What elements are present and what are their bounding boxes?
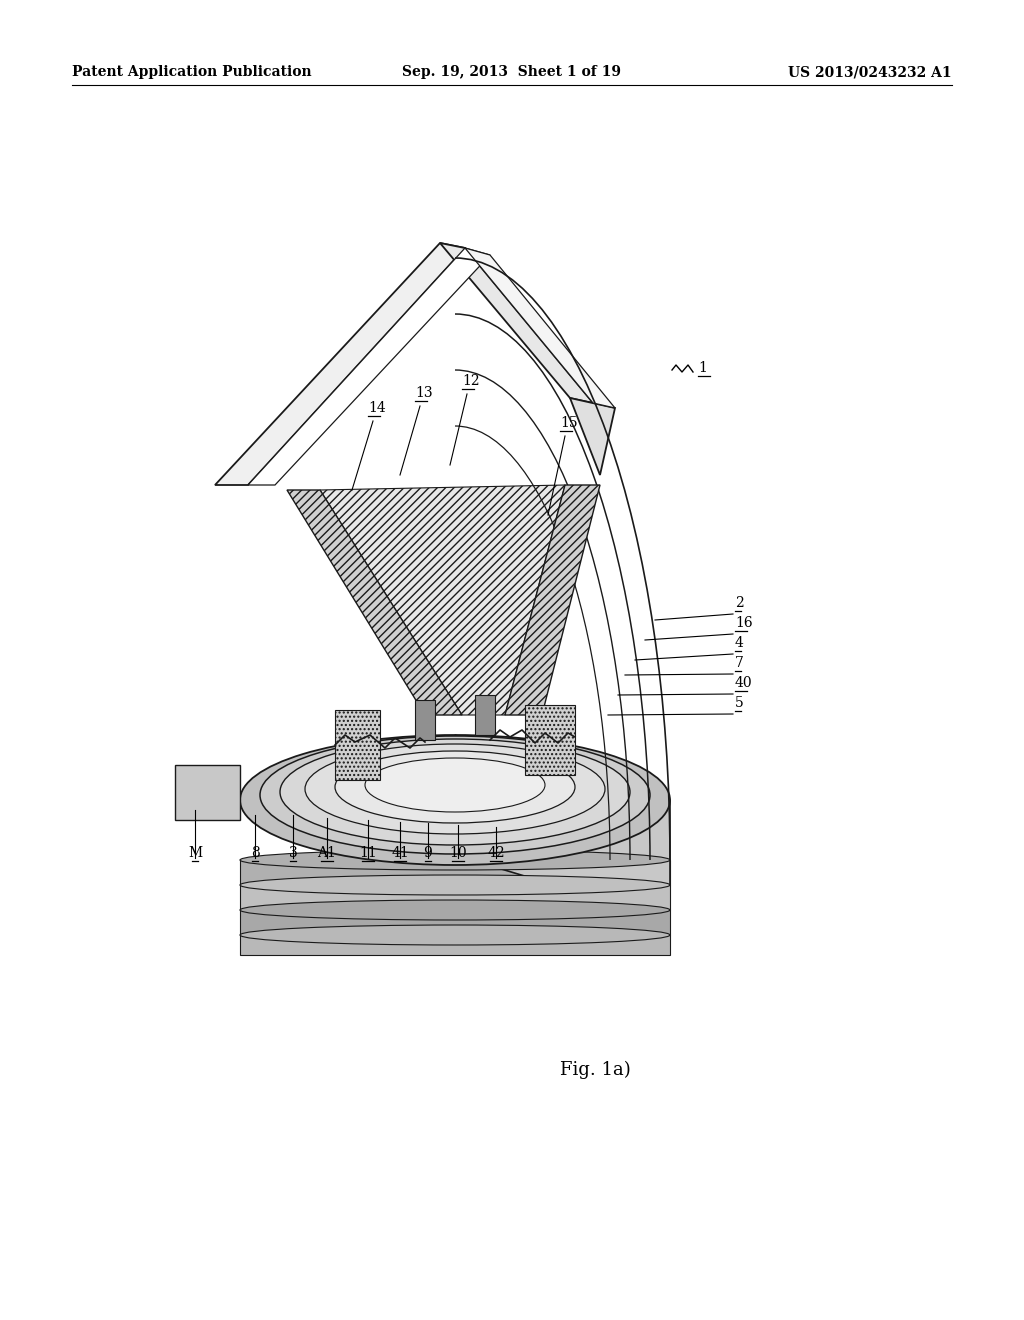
Text: 42: 42 (487, 846, 505, 861)
Ellipse shape (365, 758, 545, 812)
Polygon shape (525, 705, 575, 775)
Text: 13: 13 (415, 385, 432, 400)
Text: A1: A1 (317, 846, 337, 861)
Polygon shape (415, 700, 435, 741)
Ellipse shape (305, 744, 605, 834)
Text: 10: 10 (450, 846, 467, 861)
Ellipse shape (240, 900, 670, 920)
FancyBboxPatch shape (240, 884, 670, 909)
Polygon shape (319, 484, 565, 715)
Ellipse shape (280, 739, 630, 845)
Text: 8: 8 (251, 846, 259, 861)
Ellipse shape (240, 875, 670, 895)
Text: Patent Application Publication: Patent Application Publication (72, 65, 311, 79)
Text: M: M (188, 846, 202, 861)
Polygon shape (570, 399, 615, 475)
Text: 12: 12 (462, 374, 479, 388)
Text: Fig. 1a): Fig. 1a) (560, 1061, 631, 1080)
Polygon shape (505, 484, 600, 715)
FancyBboxPatch shape (240, 909, 670, 935)
FancyBboxPatch shape (240, 935, 670, 954)
Polygon shape (175, 766, 240, 820)
Text: 9: 9 (424, 846, 432, 861)
Polygon shape (455, 735, 670, 920)
Text: 11: 11 (359, 846, 377, 861)
Text: US 2013/0243232 A1: US 2013/0243232 A1 (788, 65, 952, 79)
Text: Sep. 19, 2013  Sheet 1 of 19: Sep. 19, 2013 Sheet 1 of 19 (402, 65, 622, 79)
Text: 7: 7 (735, 656, 743, 671)
Text: 3: 3 (289, 846, 297, 861)
Polygon shape (215, 243, 465, 484)
Ellipse shape (240, 925, 670, 945)
Polygon shape (287, 490, 462, 715)
Polygon shape (475, 696, 495, 735)
Ellipse shape (335, 751, 575, 822)
Ellipse shape (240, 850, 670, 870)
Polygon shape (335, 710, 380, 780)
Polygon shape (248, 248, 490, 484)
Text: 2: 2 (735, 597, 743, 610)
Polygon shape (440, 243, 593, 403)
Text: 14: 14 (368, 401, 386, 414)
FancyBboxPatch shape (240, 861, 670, 884)
Text: 40: 40 (735, 676, 753, 690)
Text: 16: 16 (735, 616, 753, 630)
Text: 41: 41 (391, 846, 409, 861)
Polygon shape (465, 248, 615, 408)
Text: 5: 5 (735, 696, 743, 710)
Text: 15: 15 (560, 416, 578, 430)
Text: 1: 1 (698, 360, 707, 375)
Text: 4: 4 (735, 636, 743, 649)
Ellipse shape (240, 735, 670, 865)
Ellipse shape (260, 737, 650, 854)
